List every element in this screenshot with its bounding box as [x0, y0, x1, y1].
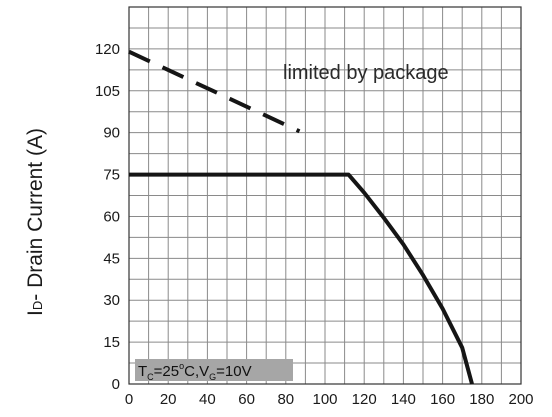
limited-by-package-label: limited by package: [283, 62, 449, 84]
x-tick-label: 80: [277, 391, 294, 408]
x-tick-label: 200: [508, 391, 533, 408]
y-tick-label: 15: [103, 334, 120, 351]
y-tick-label: 60: [103, 208, 120, 225]
plot-frame: [128, 6, 522, 385]
y-tick-label: 75: [103, 167, 120, 184]
x-tick-label: 160: [430, 391, 455, 408]
test-condition-label: TC=25oC,VG=10V: [135, 359, 293, 382]
y-tick-label: 105: [95, 83, 120, 100]
y-tick-label: 30: [103, 292, 120, 309]
y-tick-label: 45: [103, 250, 120, 267]
package-limit-line: [128, 49, 301, 134]
condition-box: [135, 359, 293, 381]
x-tick-label: 140: [391, 391, 416, 408]
y-tick-labels: 0 15 30 45 60 75 90 105 120: [95, 41, 120, 393]
x-tick-label: 60: [238, 391, 255, 408]
x-tick-label: 180: [469, 391, 494, 408]
x-tick-label: 120: [352, 391, 377, 408]
x-tick-label: 20: [160, 391, 177, 408]
x-tick-label: 0: [125, 391, 133, 408]
y-axis-label: ID- Drain Current (A): [24, 128, 47, 316]
y-tick-label: 90: [103, 125, 120, 142]
x-tick-labels: 0 20 40 60 80 100 120 140 160 180 200: [125, 391, 534, 408]
x-tick-label: 40: [199, 391, 216, 408]
series-group: [128, 49, 474, 385]
condition-text: TC=25oC,VG=10V: [138, 361, 252, 382]
x-tick-label: 100: [312, 391, 337, 408]
y-tick-label: 0: [112, 376, 120, 393]
drain-current-curve: [129, 172, 474, 385]
y-tick-label: 120: [95, 41, 120, 58]
